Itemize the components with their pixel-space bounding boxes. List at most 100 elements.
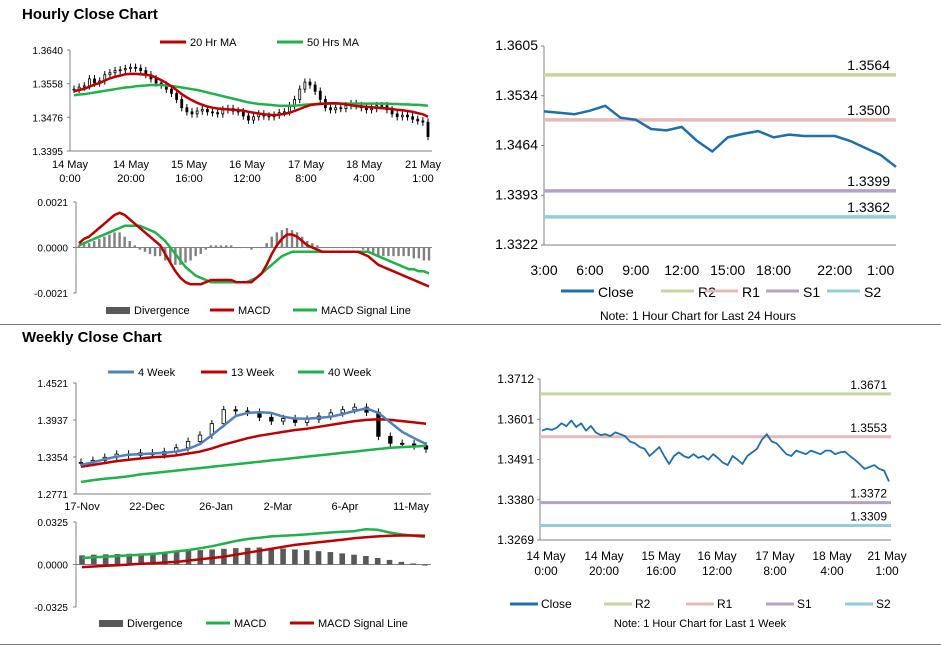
weekly-close-x-tick-label: 16:00 [646,564,676,578]
weekly-x-tick-label: 22-Dec [129,501,165,513]
weekly-candles-y-tick-label: 1.3937 [37,416,68,427]
hourly-divergence-bar [285,228,289,248]
weekly-x-tick-label: 2-Mar [264,501,293,513]
hourly-candle [303,81,307,90]
hourly-candle [344,105,348,109]
hourly-candle [123,68,127,71]
weekly-candle [197,434,203,442]
hourly-candles-y-tick-label: 1.3395 [32,147,63,158]
legend-weekly-signal-label: MACD Signal Line [318,618,408,630]
hourly-divergence-bar [392,247,395,257]
hourly-candle [426,121,430,137]
weekly-divergence-bar [114,554,121,565]
hourly-divergence-bar [321,247,324,249]
hourly-candle [241,111,245,117]
weekly-candle [78,461,84,464]
weekly-divergence-bar [244,547,251,565]
hourly-divergence-bar [214,245,218,248]
weekly-divergence-bar [351,554,357,565]
weekly-close-x-tick-label: 8:00 [763,564,787,578]
weekly-close-x-tick-label: 4:00 [820,564,844,578]
hourly-divergence-bar [133,245,136,248]
hourly-divergence-bar [366,247,370,252]
pivot-s1-label: 1.3399 [847,173,890,189]
weekly-candle [281,418,286,422]
legend-13-week-label: 13 Week [231,367,275,379]
hourly-candle [339,107,343,110]
weekly-x-tick-label: 6-Apr [332,501,359,513]
hourly-candle [205,108,209,113]
hourly-divergence-bar [240,247,243,249]
legend-hourly-macd-label: MACD [238,305,270,317]
hourly-candle [195,110,199,115]
hourly-candle [390,109,394,115]
hourly-x-tick-label: 16 May [229,159,266,171]
weekly-candle [233,409,238,412]
hourly-candle [395,113,399,118]
hourly-divergence-bar [295,232,299,248]
hourly-x-tick-label: 14 May [52,159,89,171]
hourly-divergence-bar [422,247,426,261]
hourly-divergence-bar [255,247,258,249]
hourly-x-tick-label: 20:00 [117,173,145,185]
hourly-x-tick-label: 16:00 [175,173,203,185]
legend-hourly-close-close-label: Close [598,284,634,300]
weekly-close-x-tick-label: 14 May [526,549,565,563]
hourly-close-x-tick-label: 9:00 [622,262,649,278]
weekly-signal-line [81,534,426,569]
hourly-close-y-tick-label: 1.3605 [495,37,538,53]
hourly-divergence-bar [93,241,96,248]
weekly-close-y-tick-label: 1.3601 [497,412,534,426]
hourly-candle [416,118,420,122]
weekly-divergence-bar [268,547,275,565]
hourly-candle [411,116,415,120]
legend-weekly-close-r1-label: R1 [717,597,733,611]
hourly-divergence-bar [311,243,314,248]
weekly-divergence-bar [422,564,428,566]
hourly-divergence-bar [250,247,253,250]
weekly-candle [269,416,274,422]
legend-weekly-close-r2-label: R2 [635,597,651,611]
hourly-divergence-bar [412,247,415,259]
hourly-candle [221,109,225,115]
hourly-divergence-bar [87,243,91,248]
hourly-divergence-bar [158,247,162,257]
legend-hourly-close-s2-label: S2 [864,284,881,300]
hourly-ma20-line [73,72,429,118]
weekly-close-x-tick-label: 0:00 [534,564,558,578]
weekly-close-x-tick-label: 12:00 [702,564,732,578]
hourly-candle [93,78,96,84]
hourly-divergence-bar [184,247,187,263]
hourly-divergence-bar [179,247,182,265]
hourly-close-x-tick-label: 15:00 [710,262,745,278]
pivot-r1-label: 1.3500 [847,102,890,118]
hourly-candle [180,99,184,109]
hourly-divergence-bar [98,238,101,248]
hourly-x-tick-label: 14 May [113,159,150,171]
hourly-divergence-bar [275,232,279,248]
weekly-candle [376,411,381,437]
weekly-note: Note: 1 Hour Chart for Last 1 Week [614,618,787,630]
hourly-divergence-bar [224,245,228,248]
hourly-candle [406,114,409,118]
weekly-divergence-bar [386,559,393,565]
hourly-divergence-bar [336,247,339,249]
hourly-candle [308,81,312,86]
hourly-section-title: Hourly Close Chart [22,6,158,23]
weekly-candles-y-tick-label: 1.4521 [37,379,68,390]
hourly-candle [298,88,302,100]
hourly-divergence-bar [77,245,81,248]
hourly-candle [113,70,117,74]
hourly-candle [400,114,404,118]
hourly-candle [247,115,250,121]
hourly-x-tick-label: 17 May [288,159,325,171]
weekly-close-line [541,419,890,482]
hourly-candle [370,108,373,111]
weekly-candle [352,406,357,411]
hourly-close-y-tick-label: 1.3534 [495,87,538,103]
hourly-candles-y-tick-label: 1.3476 [32,113,63,124]
weekly-13wk-line [80,417,427,469]
weekly-close-x-tick-label: 20:00 [589,564,619,578]
hourly-candle [421,120,425,123]
